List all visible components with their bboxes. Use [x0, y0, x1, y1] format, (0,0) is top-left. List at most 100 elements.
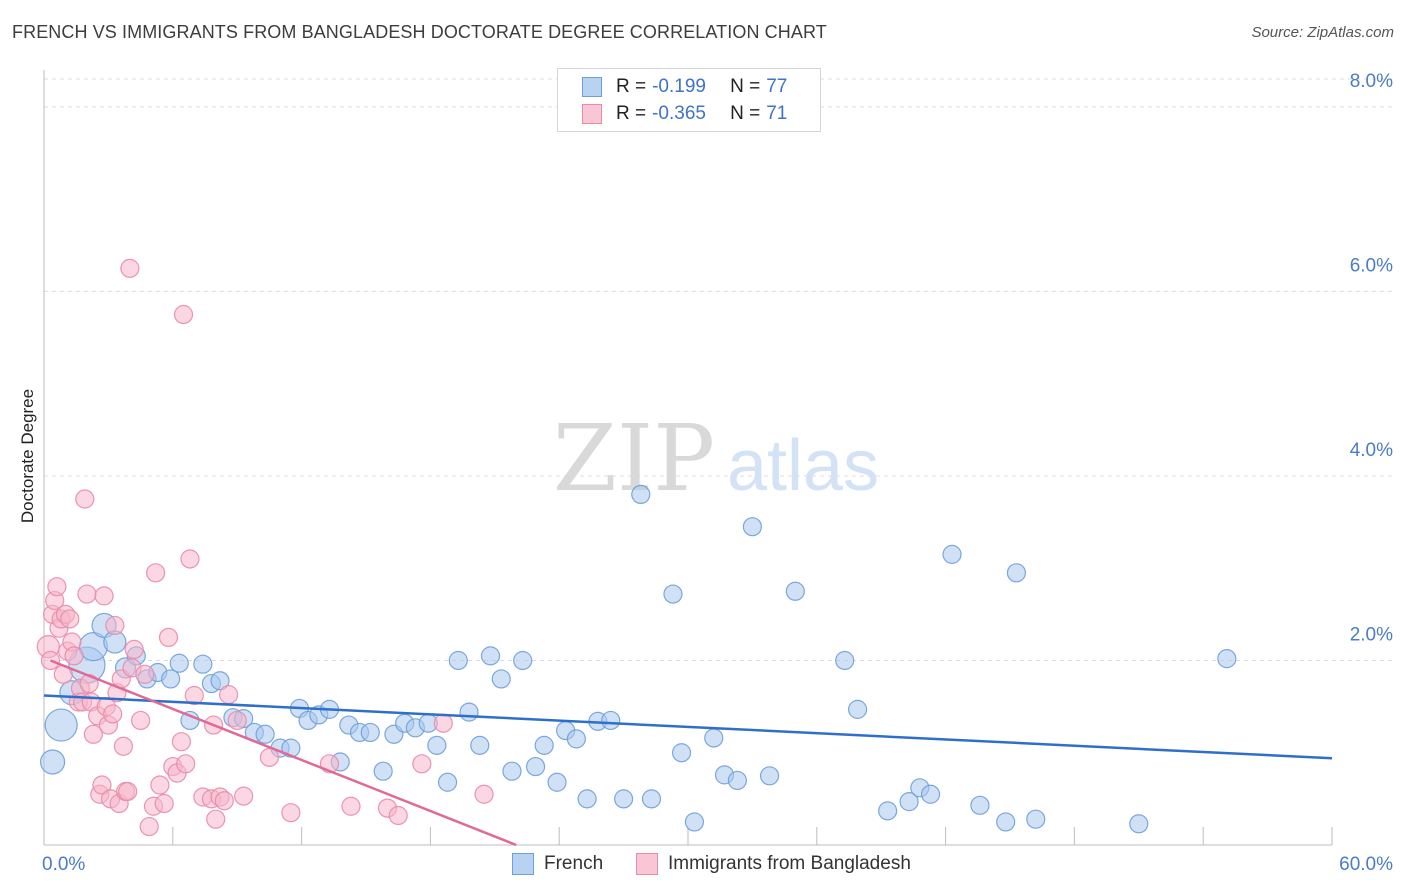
french-point: [502, 761, 522, 781]
x-tick-label: 0.0%: [42, 854, 85, 875]
n-value: 77: [766, 76, 788, 97]
bangladesh-point: [94, 586, 114, 606]
bangladesh-point: [83, 724, 103, 744]
bangladesh-point: [281, 803, 301, 823]
bangladesh-point: [77, 584, 97, 604]
french-point: [577, 789, 597, 809]
french-swatch: [582, 77, 602, 97]
n-label: N =: [730, 76, 761, 97]
french-point: [547, 772, 567, 792]
bangladesh-point: [433, 713, 453, 733]
french-point: [663, 584, 683, 604]
bangladesh-point: [103, 704, 123, 724]
chart-title: FRENCH VS IMMIGRANTS FROM BANGLADESH DOC…: [12, 22, 827, 42]
bangladesh-point: [60, 609, 80, 629]
bangladesh-point: [146, 563, 166, 583]
gridlines: [44, 78, 1392, 661]
bangladesh-point: [173, 304, 194, 325]
legend-bangladesh-swatch: [636, 853, 658, 875]
french-point: [39, 749, 66, 775]
french-point: [193, 654, 213, 674]
bangladesh-point: [124, 639, 144, 660]
y-tick-label: 6.0%: [1350, 255, 1393, 276]
french-point: [631, 484, 651, 505]
bangladesh-point: [474, 784, 494, 804]
tick-labels: 2.0% 4.0% 6.0% 8.0% 0.0% 60.0%: [42, 71, 1393, 875]
bangladesh-point: [388, 805, 408, 826]
french-point: [742, 517, 763, 537]
french-point: [161, 669, 181, 689]
r-value: -0.365: [652, 103, 706, 124]
french-point: [759, 766, 780, 786]
french-point: [878, 801, 898, 821]
y-tick-label: 8.0%: [1350, 71, 1393, 92]
french-point: [942, 544, 962, 564]
bangladesh-point: [105, 615, 125, 636]
french-point: [210, 671, 230, 691]
french-point: [525, 756, 546, 777]
french-point: [970, 795, 990, 815]
french-point: [684, 812, 705, 832]
n-value: 71: [766, 103, 788, 124]
x-tick-label: 60.0%: [1339, 854, 1393, 875]
french-point: [566, 729, 586, 749]
bangladesh-point: [47, 577, 67, 597]
french-point: [534, 735, 554, 755]
source-label: Source: ZipAtlas.com: [1251, 24, 1394, 41]
stats-legend: R = -0.199 N = 77 R = -0.365 N = 71: [557, 68, 821, 132]
bangladesh-point: [259, 747, 279, 767]
bangladesh-point: [206, 809, 226, 829]
r-label: R =: [616, 76, 647, 97]
bangladesh-point: [214, 791, 234, 811]
french-point: [601, 710, 621, 731]
legend-french: French: [512, 851, 603, 877]
french-point: [613, 789, 634, 809]
french-point: [480, 646, 501, 666]
n-label: N =: [730, 103, 761, 124]
series-bangladesh: [36, 258, 494, 837]
bangladesh-point: [131, 710, 151, 731]
r-label: R =: [616, 103, 647, 124]
bangladesh-point: [171, 732, 191, 752]
french-point: [491, 669, 511, 689]
french-point: [1026, 809, 1046, 829]
r-value: -0.199: [652, 76, 706, 97]
bangladesh-point: [154, 793, 174, 814]
trend-lines: [43, 659, 1333, 847]
bangladesh-point: [180, 549, 200, 569]
french-point: [1129, 814, 1149, 834]
legend-row-bangladesh: R = -0.365 N = 71: [582, 101, 787, 127]
legend-row-french: R = -0.199 N = 77: [582, 74, 787, 100]
french-point: [835, 650, 855, 671]
french-point: [641, 789, 662, 809]
french-point: [255, 724, 275, 744]
french-point: [847, 699, 868, 719]
bangladesh-point: [341, 796, 361, 816]
french-point: [785, 581, 805, 601]
french-point: [360, 722, 380, 743]
bangladesh-point: [219, 685, 239, 705]
legend-french-label: French: [544, 853, 604, 874]
french-point: [996, 812, 1016, 832]
series-french: [39, 484, 1237, 834]
french-point: [437, 772, 458, 792]
bangladesh-point: [139, 816, 159, 837]
french-trend-line: [43, 694, 1333, 760]
axes: [43, 70, 1333, 846]
bangladesh-point: [158, 627, 179, 648]
french-point: [920, 784, 941, 804]
data-points: [36, 258, 1237, 837]
french-point: [899, 792, 919, 812]
french-point: [513, 650, 533, 671]
bangladesh-swatch: [582, 104, 602, 124]
legend-bangladesh: Immigrants from Bangladesh: [636, 851, 911, 877]
y-tick-label: 4.0%: [1350, 440, 1393, 461]
bangladesh-point: [412, 754, 432, 774]
french-point: [427, 735, 447, 755]
french-point: [169, 653, 189, 673]
bangladesh-point: [64, 646, 84, 666]
legend-french-swatch: [512, 853, 534, 875]
watermark-atlas: atlas: [727, 426, 879, 506]
bangladesh-point: [118, 781, 138, 802]
